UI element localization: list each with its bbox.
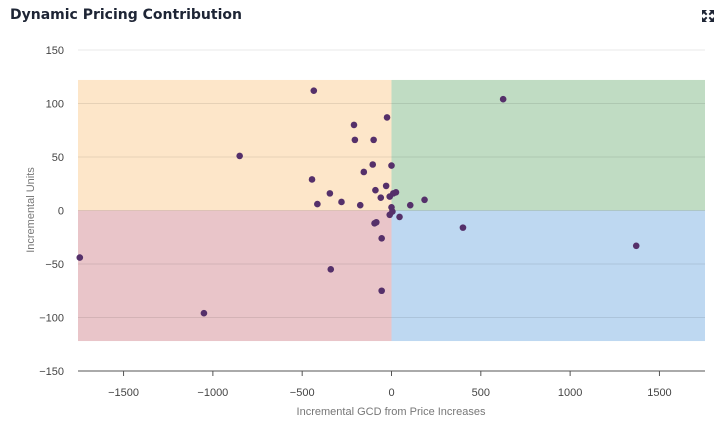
data-point[interactable]	[378, 235, 385, 242]
quadrant-bottom-right	[391, 210, 705, 342]
expand-icon[interactable]	[700, 8, 716, 24]
y-axis-ticks: 150 100 50 0 −50 −100 −150	[39, 45, 64, 378]
data-point[interactable]	[377, 194, 385, 201]
data-point[interactable]	[369, 161, 377, 168]
data-point[interactable]	[373, 218, 380, 226]
quadrant-top-left	[78, 79, 392, 211]
x-tick-label: −500	[290, 387, 315, 399]
data-point[interactable]	[421, 196, 428, 204]
y-tick-label: −50	[45, 259, 64, 271]
data-point[interactable]	[200, 309, 208, 317]
data-point[interactable]	[338, 198, 345, 206]
x-tick-label: −1000	[197, 387, 228, 399]
data-point[interactable]	[388, 162, 395, 169]
data-point[interactable]	[383, 114, 391, 121]
data-point[interactable]	[406, 201, 414, 209]
y-tick-label: −100	[39, 313, 64, 325]
data-point[interactable]	[360, 168, 368, 176]
y-tick-label: 0	[58, 206, 64, 218]
data-point[interactable]	[372, 186, 379, 194]
data-point[interactable]	[326, 190, 334, 197]
x-axis-ticks: −1500 −1000 −500 0 500 1000 1500	[108, 371, 672, 399]
x-tick-label: 500	[472, 387, 490, 399]
data-point[interactable]	[389, 208, 396, 215]
data-point[interactable]	[236, 152, 243, 160]
data-point[interactable]	[351, 136, 359, 144]
data-point[interactable]	[378, 287, 385, 295]
data-point[interactable]	[370, 136, 377, 144]
y-tick-label: 50	[52, 152, 64, 164]
x-tick-label: 1500	[647, 387, 671, 399]
data-point[interactable]	[308, 176, 316, 183]
quadrant-top-right	[391, 79, 705, 211]
y-axis-label: Incremental Units	[25, 167, 37, 253]
quadrant-bottom-left	[78, 210, 392, 342]
data-point[interactable]	[392, 189, 400, 196]
data-point[interactable]	[459, 224, 467, 231]
data-point[interactable]	[632, 242, 640, 250]
data-point[interactable]	[314, 200, 321, 208]
y-tick-label: −150	[39, 366, 64, 378]
y-tick-label: 150	[46, 45, 64, 57]
data-point[interactable]	[499, 95, 507, 103]
chart-title: Dynamic Pricing Contribution	[10, 7, 242, 23]
y-tick-label: 100	[46, 99, 64, 111]
data-point[interactable]	[310, 87, 318, 94]
data-points	[76, 87, 640, 317]
x-tick-label: 1000	[558, 387, 582, 399]
data-point[interactable]	[396, 213, 403, 221]
data-point[interactable]	[76, 254, 84, 261]
data-point[interactable]	[327, 266, 335, 273]
x-tick-label: 0	[388, 387, 394, 399]
data-point[interactable]	[356, 201, 364, 209]
data-point[interactable]	[382, 182, 390, 190]
x-axis-label: Incremental GCD from Price Increases	[297, 406, 486, 418]
data-point[interactable]	[350, 121, 358, 129]
quadrant-backgrounds	[78, 79, 705, 342]
x-tick-label: −1500	[108, 387, 139, 399]
